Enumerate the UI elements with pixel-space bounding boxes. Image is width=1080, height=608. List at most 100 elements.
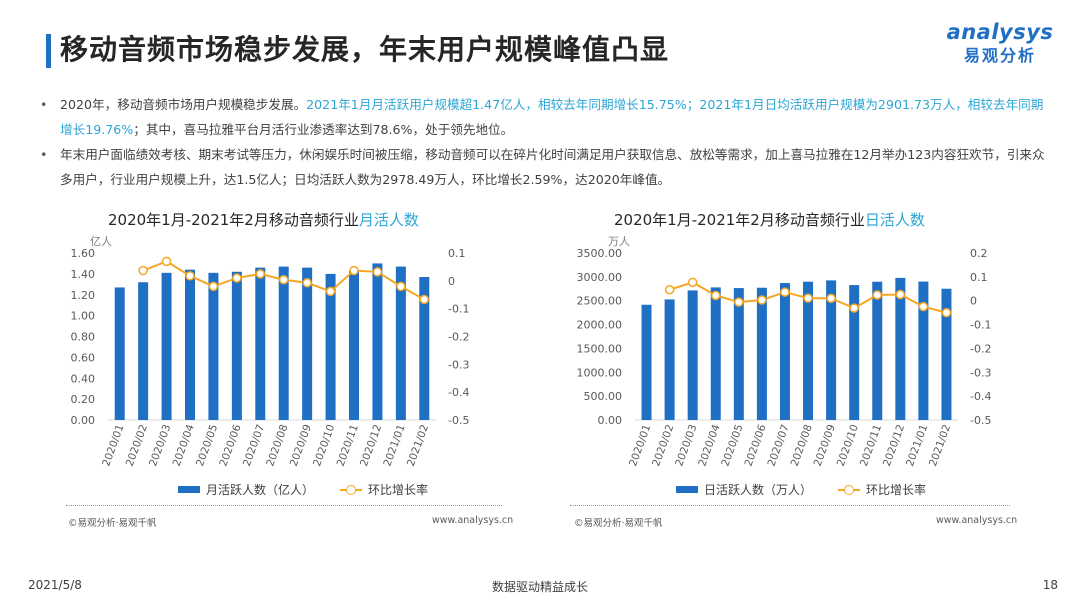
bullet-2-text: 年末用户面临绩效考核、期末考试等压力，休闲娱乐时间被压缩，移动音频可以在碎片化时… [60,147,1045,187]
chart-2-y-tick: 3500.00 [577,247,623,260]
chart-2-bar-2021/01 [918,281,929,420]
chart-2-x-tick: 2020/01 [627,423,653,468]
chart-2-y-tick: 2500.00 [577,295,623,308]
bullet-1-part-3: ；其中，喜马拉雅平台月活行业渗透率达到78.6%，处于领先地位。 [133,122,514,137]
chart-1-bar-2020/12 [372,263,383,420]
chart-1-y-tick: 0.60 [71,351,96,364]
summary-bullets: 2020年，移动音频市场用户规模稳步发展。2021年1月月活跃用户规模超1.47… [40,92,1050,192]
chart-1-x-tick: 2020/04 [171,423,197,468]
chart-1-growth-point-2020/09 [302,278,312,288]
chart-1-y2-tick: -0.1 [448,303,469,316]
chart-2-legend: 日活跃人数（万人） 环比增长率 [676,481,926,498]
chart-2-x-tick: 2020/07 [766,423,792,468]
chart-2-bar-2020/09 [826,280,837,420]
chart-2-y2-tick: -0.2 [970,342,991,355]
chart-2-x-tick: 2020/05 [719,423,745,468]
chart-1-growth-point-2021/01 [396,281,406,292]
chart-2-y2-tick: -0.1 [970,319,991,332]
chart-1-growth-point-2020/04 [185,271,195,281]
chart-2-title-prefix: 2020年1月-2021年2月移动音频行业 [614,211,865,229]
chart-2-x-tick: 2020/04 [696,423,722,468]
chart-1-y-tick: 0.80 [71,331,96,344]
bullet-1-part-1: 2020年，移动音频市场用户规模稳步发展。 [60,97,307,112]
chart-2-divider [570,505,1010,506]
chart-2-y-unit: 万人 [608,235,630,248]
chart-2-y2-tick: 0.1 [970,271,988,284]
bullet-1-highlight: 2021年1月月活跃用户规模超1.47亿人，相较去年同期增长15.75%；202… [60,97,1044,137]
chart-2-bar-2020/12 [895,277,906,420]
page-title: 移动音频市场稳步发展，年末用户规模峰值凸显 [60,33,670,66]
chart-1-legend-bar: 月活跃人数（亿人） [206,483,315,497]
chart-1-growth-point-2020/07 [255,269,266,279]
chart-2-growth-point-2020/07 [780,287,790,297]
chart-2-legend-line: 环比增长率 [866,483,927,497]
chart-1-y-tick: 0.20 [71,393,96,406]
chart-1-x-tick: 2020/11 [335,423,361,468]
chart-2-growth-point-2020/10 [849,303,859,313]
chart-2-x-tick: 2020/11 [858,423,884,468]
chart-2-y2-tick: -0.3 [970,366,991,379]
chart-2-bar-2020/07 [779,283,790,420]
chart-2-y-tick: 2000.00 [577,319,623,332]
chart-2-growth-point-2021/02 [941,307,952,318]
chart-1-y-tick: 0.40 [71,372,96,385]
chart-2-y-tick: 1000.00 [577,366,623,379]
chart-1-y2-tick: 0 [448,275,455,288]
chart-2-bar-2020/08 [803,281,814,420]
chart-1-y2-tick: -0.3 [448,358,469,371]
chart-1-x-tick: 2020/01 [100,423,126,468]
chart-1-x-tick: 2021/02 [405,423,431,468]
chart-2-y2-tick: -0.5 [970,414,991,427]
chart-2-growth-point-2020/08 [803,293,813,303]
chart-1-y-unit: 亿人 [90,235,112,248]
chart-1-y2-tick: 0.1 [448,247,466,260]
chart-1-site: www.analysys.cn [432,515,514,526]
chart-1-y2-tick: -0.5 [448,414,469,427]
chart-2-growth-point-2020/06 [757,295,767,305]
chart-1-bar-2020/06 [231,271,242,420]
chart-1-growth-point-2021/02 [419,294,430,305]
chart-1-y-tick: 1.60 [71,247,96,260]
chart-1-bar-2020/02 [138,282,149,420]
logo-en: analysys [946,20,1054,44]
bullet-1: 2020年，移动音频市场用户规模稳步发展。2021年1月月活跃用户规模超1.47… [40,92,1050,142]
chart-1-x-tick: 2020/03 [147,423,173,468]
chart-2-x-tick: 2020/02 [650,423,676,468]
logo-cn: 易观分析 [963,46,1036,65]
chart-1-y-tick: 0.00 [71,414,96,427]
chart-2-x-tick: 2020/03 [673,423,699,468]
chart-1-growth-point-2020/08 [278,274,289,285]
chart-2-title-highlight: 日活人数 [864,211,925,229]
chart-2-bar-2021/02 [941,288,952,420]
chart-2-y-tick: 1500.00 [577,342,623,355]
footer-slogan: 数据驱动精益成长 [491,580,588,594]
chart-1-x-tick: 2020/02 [124,423,150,468]
chart-2-x-tick: 2020/06 [743,423,769,468]
chart-2-title: 2020年1月-2021年2月移动音频行业日活人数 [614,209,925,230]
chart-1-bar-2021/02 [419,277,430,420]
chart-1-bar-2020/04 [185,269,195,420]
page-number: 18 [1042,578,1058,592]
chart-1-y2-tick: -0.4 [448,386,469,399]
chart-2-bar-2020/02 [664,299,675,420]
legend-bar-swatch [676,486,698,493]
chart-2-bar-2020/01 [641,304,652,420]
chart-2-growth-point-2020/04 [711,290,721,301]
chart-2-growth-point-2020/05 [734,297,744,307]
chart-1-y-tick: 1.40 [71,268,96,281]
chart-1-bar-2020/11 [349,270,359,420]
legend-line-swatch [838,484,861,495]
bullet-2: 年末用户面临绩效考核、期末考试等压力，休闲娱乐时间被压缩，移动音频可以在碎片化时… [40,142,1050,192]
chart-1-title-prefix: 2020年1月-2021年2月移动音频行业 [108,211,359,229]
chart-2-bar-2020/11 [872,281,883,420]
chart-2-x-tick: 2020/09 [812,423,838,468]
chart-1-bar-2020/05 [208,272,219,420]
chart-1-bar-2020/09 [302,267,313,420]
chart-2-bar-2020/04 [710,287,721,420]
chart-1-x-tick: 2020/12 [358,423,384,468]
chart-1-y2-tick: -0.2 [448,331,469,344]
chart-1-y-tick: 1.00 [71,310,96,323]
chart-1-x-tick: 2020/07 [241,423,267,468]
chart-2-x-tick: 2020/12 [881,423,907,468]
chart-1-x-tick: 2020/05 [194,423,220,468]
